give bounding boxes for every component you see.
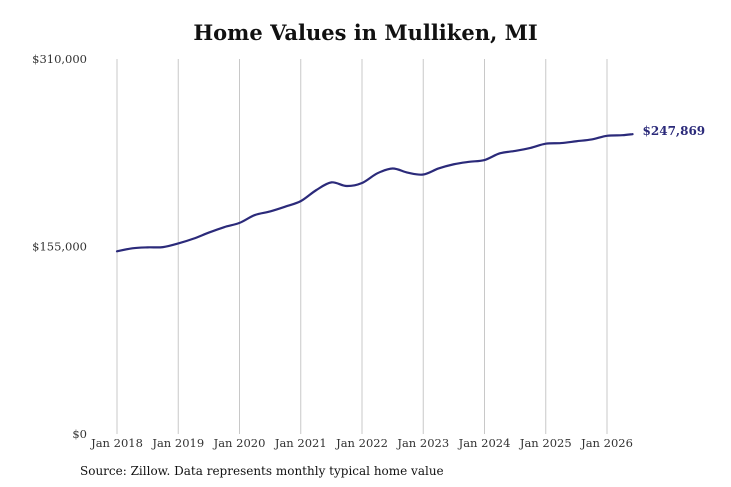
x-tick-label: Jan 2022 <box>335 436 388 450</box>
y-tick-label: $310,000 <box>32 52 87 66</box>
y-tick-label: $0 <box>72 427 87 441</box>
end-value-label: $247,869 <box>643 124 706 138</box>
x-tick-label: Jan 2023 <box>396 436 449 450</box>
x-tick-label: Jan 2024 <box>458 436 511 450</box>
x-tick-label: Jan 2020 <box>213 436 266 450</box>
x-tick-label: Jan 2025 <box>519 436 572 450</box>
series-line <box>115 133 634 253</box>
x-tick-label: Jan 2019 <box>151 436 204 450</box>
chart-title: Home Values in Mulliken, MI <box>193 20 538 45</box>
y-tick-label: $155,000 <box>32 240 87 254</box>
x-tick-label: Jan 2018 <box>90 436 143 450</box>
source-note: Source: Zillow. Data represents monthly … <box>80 464 444 478</box>
x-tick-label: Jan 2021 <box>274 436 327 450</box>
x-tick-label: Jan 2026 <box>580 436 633 450</box>
